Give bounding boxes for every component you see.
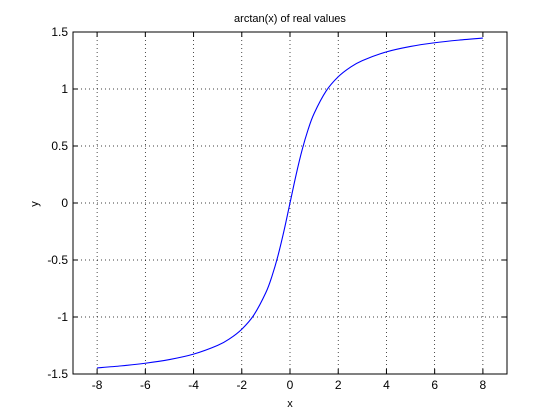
x-tick-label: -2 [236, 378, 247, 392]
x-tick-label: 4 [383, 378, 390, 392]
x-tick-label: -8 [92, 378, 103, 392]
y-tick-labels: -1.5 -1 -0.5 0 0.5 1 1.5 [47, 25, 68, 381]
series-lines [97, 37, 483, 369]
y-tick-label: 1.5 [51, 25, 68, 39]
x-tick-label: 0 [287, 378, 294, 392]
y-tick-label: -1 [57, 310, 68, 324]
y-tick-label: 1 [61, 82, 68, 96]
x-tick-label: 8 [480, 378, 487, 392]
x-tick-label: 2 [335, 378, 342, 392]
plot-frame [72, 31, 508, 375]
y-tick-label: 0 [61, 196, 68, 210]
x-tick-labels: -8 -6 -4 -2 0 2 4 6 8 [92, 378, 487, 392]
x-axis-label: x [287, 398, 293, 410]
chart-title: arctan(x) of real values [234, 13, 346, 25]
x-tick-label: -6 [140, 378, 151, 392]
x-tick-label: 6 [431, 378, 438, 392]
y-tick-label: 0.5 [51, 139, 68, 153]
y-tick-label: -1.5 [47, 367, 68, 381]
y-axis-label: y [29, 201, 41, 207]
x-tick-label: -4 [188, 378, 199, 392]
series-line [97, 37, 483, 369]
y-tick-label: -0.5 [47, 253, 68, 267]
